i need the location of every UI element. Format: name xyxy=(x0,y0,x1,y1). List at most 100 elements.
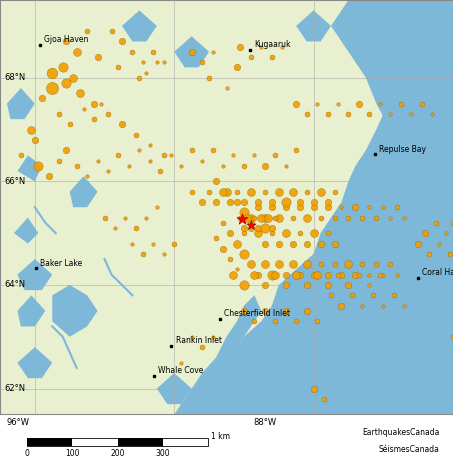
Point xyxy=(247,214,255,221)
Point xyxy=(239,216,246,223)
Point xyxy=(94,157,101,164)
Point xyxy=(247,219,255,226)
Point xyxy=(83,173,91,180)
Point xyxy=(313,100,321,107)
Point xyxy=(400,214,408,221)
Point xyxy=(376,271,383,278)
Point xyxy=(348,292,356,299)
Point xyxy=(331,240,338,247)
Point xyxy=(247,53,255,60)
Polygon shape xyxy=(17,259,52,290)
Point xyxy=(63,79,70,87)
Point xyxy=(331,188,338,196)
Point xyxy=(324,229,331,237)
Text: 0: 0 xyxy=(25,449,29,458)
Point xyxy=(338,302,345,309)
Point xyxy=(310,385,317,392)
Polygon shape xyxy=(296,11,331,41)
Point xyxy=(240,250,247,257)
Point xyxy=(394,203,401,211)
Point xyxy=(338,203,345,211)
Point xyxy=(380,271,387,278)
Point xyxy=(237,43,244,50)
Polygon shape xyxy=(7,88,35,119)
Point xyxy=(240,209,247,216)
Point xyxy=(366,281,373,289)
Polygon shape xyxy=(0,0,453,414)
Text: EarthquakesCanada: EarthquakesCanada xyxy=(362,428,439,437)
Point xyxy=(282,203,289,211)
Point xyxy=(258,214,265,221)
Point xyxy=(219,162,226,169)
Point xyxy=(136,147,143,154)
Point xyxy=(226,229,234,237)
Text: 88°W: 88°W xyxy=(253,418,277,427)
Point xyxy=(171,240,178,247)
Point xyxy=(129,48,136,55)
Point xyxy=(275,261,282,268)
Point xyxy=(198,198,206,206)
Text: 96°W: 96°W xyxy=(7,418,30,427)
Point xyxy=(160,59,168,66)
Point xyxy=(247,224,255,232)
Point xyxy=(251,271,258,278)
Point xyxy=(282,271,289,278)
Point xyxy=(268,198,275,206)
Point xyxy=(418,100,425,107)
Point xyxy=(331,261,338,268)
Text: 66°N: 66°N xyxy=(4,177,25,186)
Point xyxy=(251,152,258,159)
Point xyxy=(387,110,394,118)
Point xyxy=(212,178,220,185)
Point xyxy=(198,344,206,351)
Point xyxy=(268,229,275,237)
Point xyxy=(387,261,394,268)
Point xyxy=(268,203,275,211)
Point xyxy=(73,48,80,55)
Point xyxy=(310,271,317,278)
Point xyxy=(293,271,300,278)
Point xyxy=(324,110,331,118)
Point xyxy=(254,229,261,237)
Point xyxy=(268,53,275,60)
Point xyxy=(223,84,230,92)
Point xyxy=(230,271,237,278)
Point xyxy=(313,271,321,278)
Point xyxy=(310,198,317,206)
Point xyxy=(233,188,241,196)
Point xyxy=(261,188,269,196)
Point xyxy=(425,250,432,257)
Point xyxy=(56,157,63,164)
Point xyxy=(160,250,168,257)
Text: Coral Harbour: Coral Harbour xyxy=(422,268,453,277)
Point xyxy=(125,162,133,169)
Point xyxy=(160,152,168,159)
Point xyxy=(48,69,56,76)
Text: Rankin Inlet: Rankin Inlet xyxy=(176,336,222,345)
Point xyxy=(449,219,453,226)
Point xyxy=(247,222,255,229)
Point xyxy=(240,224,247,232)
Point xyxy=(359,214,366,221)
Text: 300: 300 xyxy=(156,449,170,458)
Point xyxy=(209,147,216,154)
Point xyxy=(139,59,146,66)
Point xyxy=(219,219,226,226)
Point xyxy=(149,240,157,247)
Point xyxy=(373,214,380,221)
Point xyxy=(303,214,310,221)
Point xyxy=(77,90,84,97)
Point xyxy=(247,261,255,268)
Point xyxy=(366,271,373,278)
Point xyxy=(230,152,237,159)
Point xyxy=(275,214,282,221)
Point xyxy=(101,214,108,221)
Point xyxy=(303,307,310,315)
Point xyxy=(212,198,220,206)
Point xyxy=(254,203,261,211)
Point xyxy=(317,214,324,221)
Point xyxy=(275,240,282,247)
Polygon shape xyxy=(17,295,45,327)
Point xyxy=(226,256,234,263)
Point xyxy=(206,74,213,82)
